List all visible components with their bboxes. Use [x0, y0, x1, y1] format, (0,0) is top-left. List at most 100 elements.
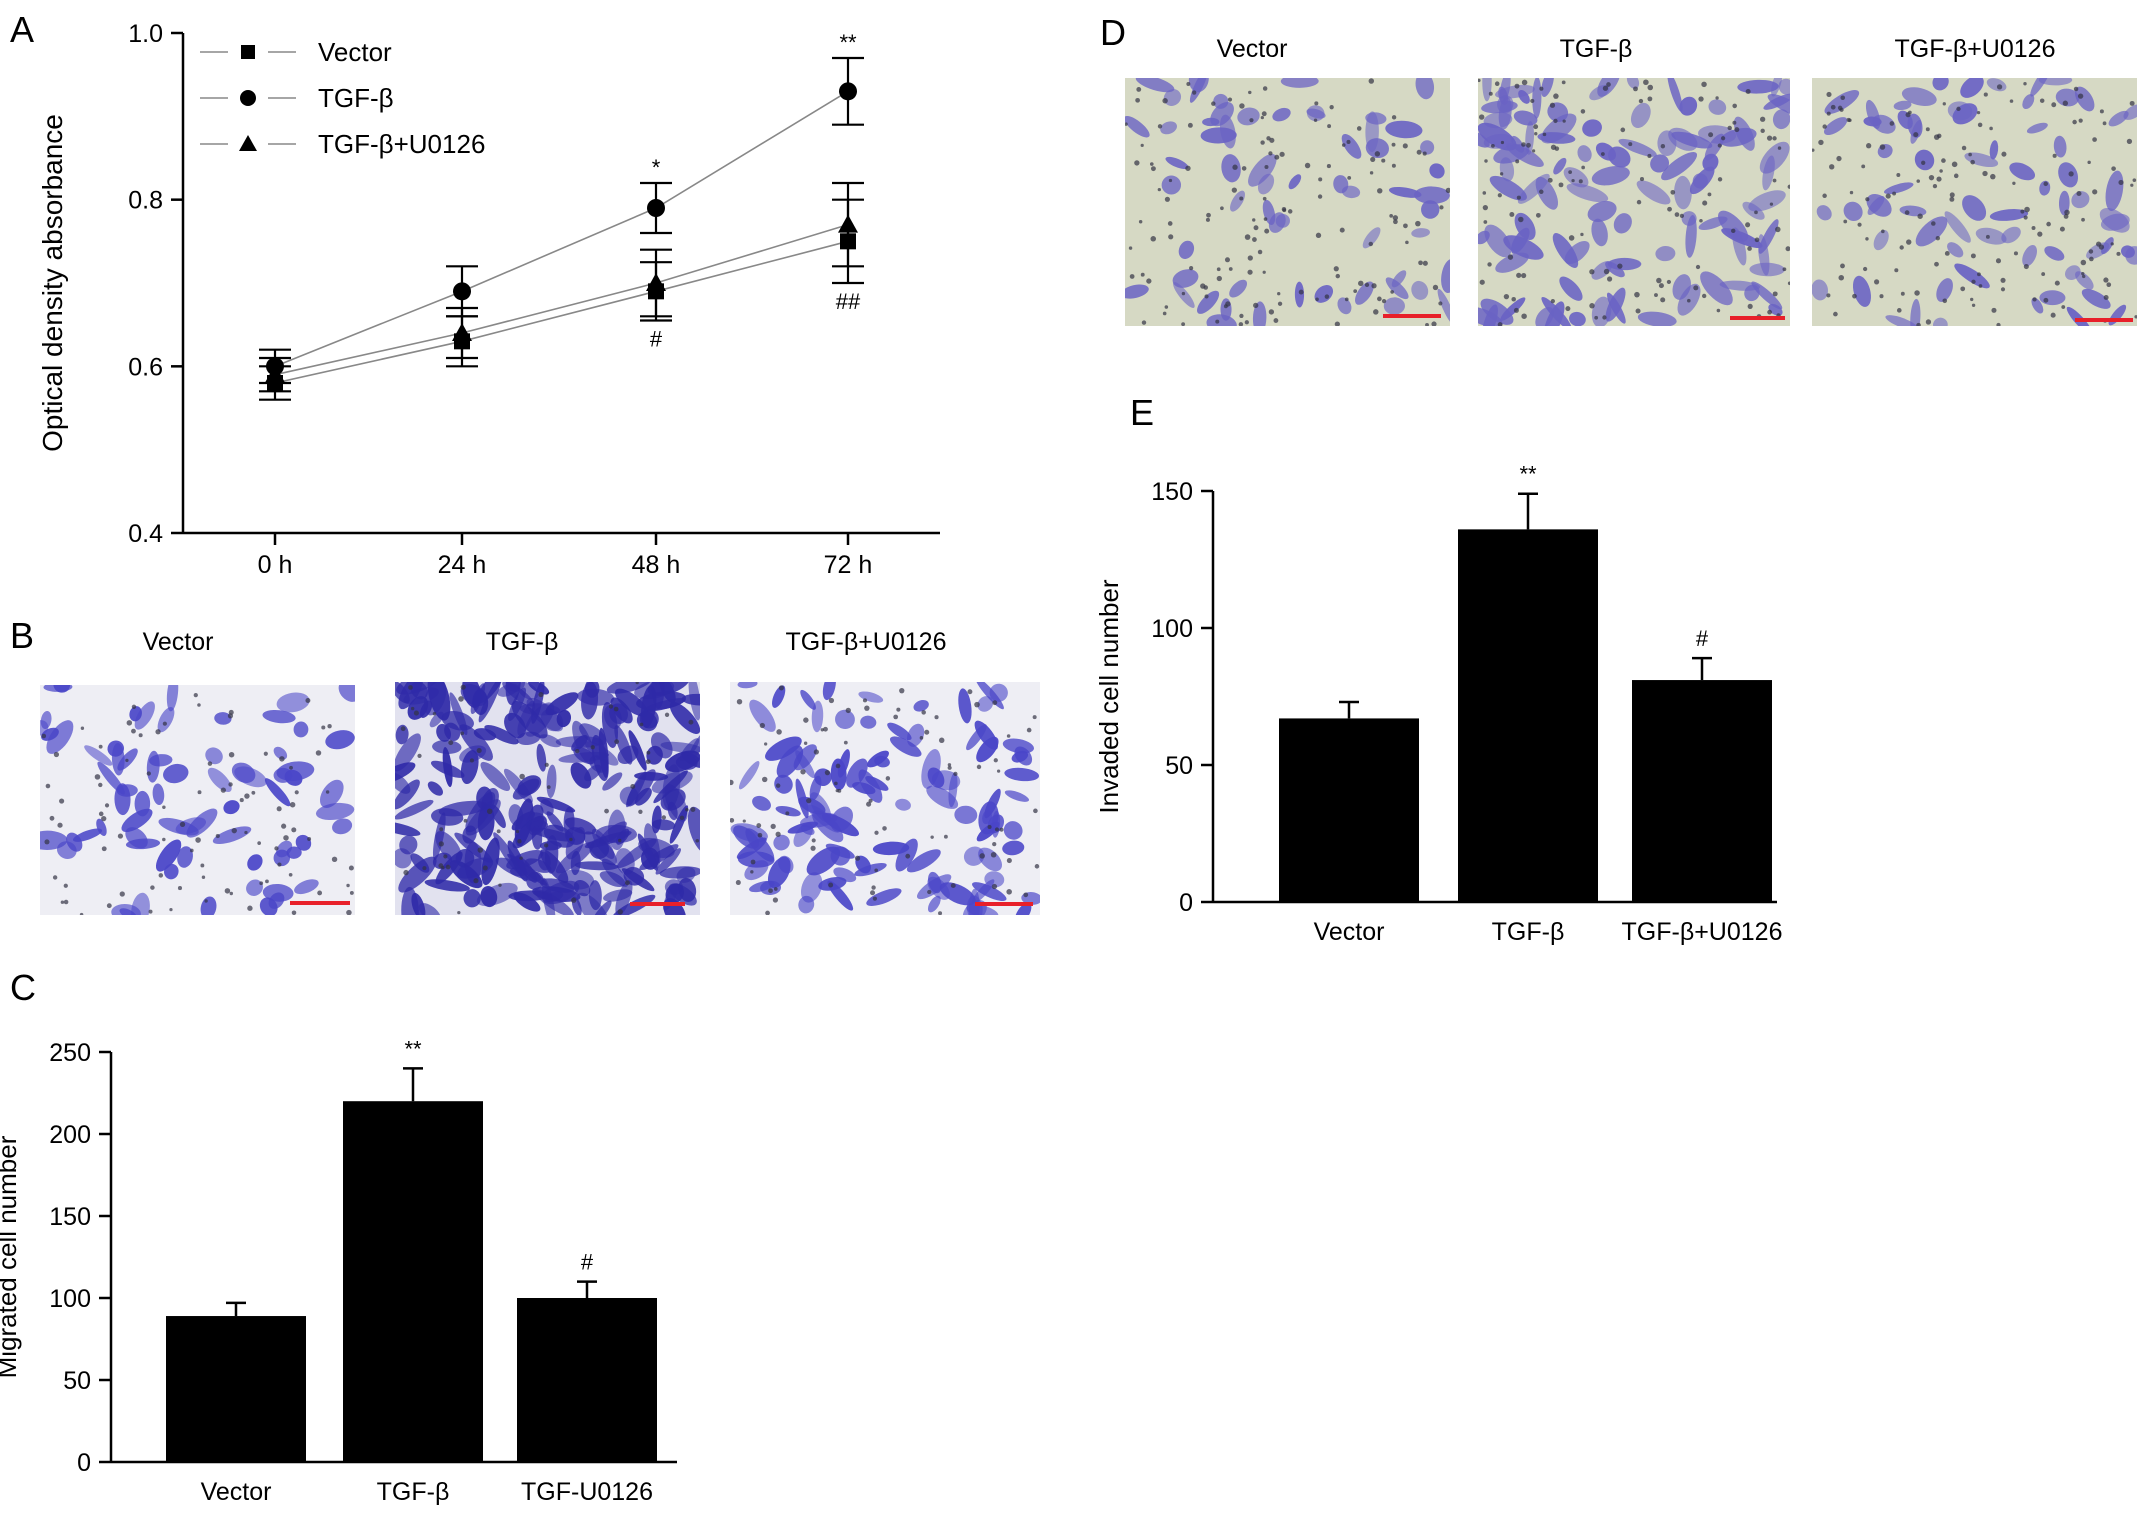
panel-d-micrograph-pore — [1589, 303, 1595, 309]
panel-d-micrograph-pore — [1701, 81, 1707, 88]
panel-b-micrograph-cell — [775, 805, 801, 817]
panel-b-micrograph-pore — [835, 788, 839, 793]
panel-d-micrograph-cell — [2074, 86, 2095, 112]
panel-d-micrograph-pore — [1542, 132, 1547, 137]
panel-d-micrograph-pore — [1274, 154, 1280, 160]
panel-d-micrograph-pore — [1760, 128, 1765, 134]
panel-d-micrograph-pore — [1431, 321, 1437, 326]
panel-d-micrograph-pore — [1838, 274, 1845, 281]
panel-d-micrograph-cell — [1553, 157, 1567, 175]
panel-b-micrograph-pore — [806, 797, 812, 804]
panel-b-micrograph-pore — [457, 911, 461, 915]
panel-d-micrograph-pore — [1304, 162, 1311, 169]
panel-d-micrograph-pore — [1931, 221, 1936, 226]
panel-d-micrograph-cell — [2009, 162, 2036, 181]
panel-b-micrograph-pore — [473, 878, 479, 884]
panel-d-micrograph-pore — [1539, 86, 1544, 91]
panel-d-micrograph-pore — [1211, 101, 1216, 106]
panel-d-micrograph-cell — [1272, 107, 1291, 122]
panel-b-micrograph-pore — [138, 733, 143, 738]
panel-b-micrograph-pore — [346, 883, 350, 888]
panel-b-micrograph-pore — [146, 771, 151, 776]
panel-b-micrograph-pore — [289, 801, 296, 808]
panel-b-micrograph-pore — [315, 750, 322, 756]
panel-b-micrograph-cell — [1002, 840, 1025, 856]
panel-d-micrograph-pore — [1231, 187, 1237, 193]
panel-b-micrograph-pore — [291, 910, 297, 915]
panel-d-micrograph-pore — [1602, 85, 1609, 91]
panel-b-micrograph-pore — [614, 739, 620, 745]
panel-b-micrograph-pore — [247, 905, 253, 911]
panel-b-micrograph-cell — [773, 834, 790, 851]
panel-c-y-tick-label: 100 — [49, 1285, 91, 1313]
panel-b-micrograph-cell — [614, 725, 633, 765]
panel-b-micrograph-cell — [276, 692, 310, 713]
panel-d-micrograph-cell — [1341, 133, 1362, 159]
panel-d-micrograph-pore — [1716, 308, 1721, 313]
panel-b-micrograph-cell — [276, 761, 315, 781]
panel-d-micrograph-pore — [1553, 93, 1559, 99]
panel-b-micrograph-cell — [913, 699, 929, 712]
panel-b-micrograph-pore — [259, 881, 264, 886]
panel-d-micrograph-pore — [1168, 234, 1174, 240]
panel-b-micrograph-cell — [513, 892, 541, 912]
panel-b-micrograph-cell — [40, 720, 49, 736]
panel-d-micrograph-pore — [1186, 82, 1191, 86]
panel-d-micrograph-pore — [1140, 272, 1145, 277]
panel-b-micrograph-pore — [688, 719, 694, 725]
panel-d-micrograph-pore — [1484, 159, 1488, 163]
panel-b-micrograph-pore — [438, 841, 444, 847]
panel-b-micrograph-pore — [177, 886, 183, 891]
panel-d-micrograph-pore — [1549, 102, 1556, 108]
panel-d-micrograph-pore — [1262, 270, 1266, 274]
panel-d-micrograph-cell — [2001, 226, 2021, 244]
panel-d-micrograph-pore — [1822, 124, 1827, 129]
panel-d-micrograph-pore — [1777, 146, 1782, 150]
panel-d-micrograph-cell — [1700, 271, 1733, 306]
panel-d-micrograph-pore — [1353, 289, 1358, 293]
panel-b-micrograph-cell — [427, 781, 443, 796]
panel-a-point-tgf-u0126 — [838, 214, 858, 233]
panel-d-micrograph-pore — [1904, 210, 1910, 215]
panel-d-micrograph-pore — [1377, 188, 1383, 194]
panel-e-y-tick-label: 50 — [1165, 752, 1193, 780]
panel-d-micrograph-pore — [1268, 151, 1273, 156]
panel-b-micrograph-cell — [395, 733, 421, 772]
panel-d-micrograph-pore — [1699, 218, 1703, 223]
panel-d-micrograph-pore — [1775, 226, 1781, 233]
panel-b-micrograph-cell — [423, 682, 447, 716]
panel-d-micrograph-cell — [1607, 257, 1642, 271]
panel-letter-b: B — [10, 615, 34, 656]
panel-b-micrograph-cell — [116, 784, 138, 797]
panel-a-annotation: * — [652, 155, 661, 180]
panel-b-micrograph-cell — [398, 856, 437, 893]
panel-c-y-tick-label: 200 — [49, 1121, 91, 1149]
panel-b-micrograph-pore — [938, 911, 943, 915]
panel-c-y-tick-label: 0 — [77, 1449, 91, 1477]
panel-b-micrograph-pore — [943, 834, 948, 839]
panel-d-micrograph-pore — [1244, 234, 1251, 240]
panel-b-micrograph-pore — [835, 763, 841, 769]
panel-d-micrograph-cell — [1566, 183, 1609, 203]
panel-b-micrograph-pore — [517, 839, 522, 844]
panel-e-bar-vector — [1279, 718, 1419, 902]
panel-b-micrograph-pore — [800, 769, 806, 775]
panel-d-micrograph-pore — [1313, 118, 1318, 122]
panel-a-legend-marker-tgf-u0126 — [239, 135, 257, 151]
panel-d-micrograph-pore — [1547, 177, 1553, 183]
panel-a-point-tgf-u0126 — [265, 364, 285, 383]
panel-a-x-tick-label: 48 h — [632, 551, 681, 579]
panel-b-micrograph-pore — [828, 697, 835, 704]
panel-b-micrograph-pore — [59, 798, 65, 804]
panel-d-micrograph-pore — [1628, 142, 1633, 147]
panel-d-micrograph-pore — [1594, 315, 1599, 320]
panel-c-annotation: ** — [404, 1036, 422, 1061]
panel-b-micrograph-cell — [539, 878, 575, 893]
panel-b-micrograph-pore — [325, 790, 330, 794]
panel-d-micrograph-pore — [1658, 283, 1664, 289]
panel-d-micrograph-pore — [1772, 136, 1777, 141]
panel-b-micrograph-pore — [515, 829, 520, 834]
panel-d-micrograph-pore — [1482, 191, 1487, 195]
panel-b-micrograph-pore — [994, 827, 1000, 832]
panel-d-micrograph-pore — [1168, 178, 1173, 183]
